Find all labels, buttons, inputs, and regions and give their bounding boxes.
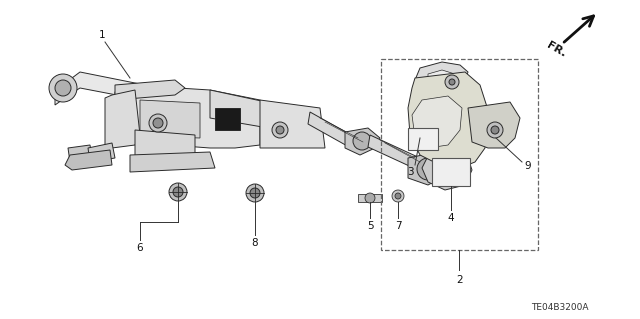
Circle shape [392, 190, 404, 202]
Circle shape [272, 122, 288, 138]
Text: 5: 5 [367, 221, 373, 231]
Polygon shape [130, 152, 215, 172]
Polygon shape [408, 153, 448, 185]
Text: TE04B3200A: TE04B3200A [531, 303, 589, 313]
Circle shape [153, 118, 163, 128]
Circle shape [55, 80, 71, 96]
Polygon shape [65, 150, 112, 170]
Polygon shape [140, 100, 200, 138]
Bar [358, 194, 382, 202]
Text: 6: 6 [137, 243, 143, 253]
Polygon shape [415, 62, 468, 95]
Polygon shape [115, 80, 185, 100]
Polygon shape [88, 143, 115, 162]
Circle shape [444, 162, 456, 174]
Polygon shape [68, 145, 92, 162]
Polygon shape [105, 90, 140, 148]
Polygon shape [210, 90, 310, 130]
Polygon shape [55, 72, 210, 112]
Circle shape [365, 193, 375, 203]
Text: 8: 8 [252, 238, 259, 248]
Circle shape [487, 122, 503, 138]
Bar [408, 128, 438, 150]
Circle shape [149, 114, 167, 132]
Polygon shape [428, 70, 458, 90]
Circle shape [173, 187, 183, 197]
Polygon shape [468, 102, 520, 148]
Text: FR.: FR. [545, 41, 568, 59]
Polygon shape [408, 72, 488, 168]
Circle shape [395, 193, 401, 199]
Polygon shape [412, 96, 462, 148]
Polygon shape [260, 100, 325, 148]
Polygon shape [422, 148, 472, 190]
Circle shape [491, 126, 499, 134]
Circle shape [246, 184, 264, 202]
Circle shape [169, 183, 187, 201]
Circle shape [250, 188, 260, 198]
Circle shape [449, 79, 455, 85]
Circle shape [49, 74, 77, 102]
Circle shape [436, 154, 464, 182]
Text: 1: 1 [99, 30, 106, 40]
Circle shape [276, 126, 284, 134]
Polygon shape [308, 112, 360, 152]
Polygon shape [135, 130, 195, 165]
Text: 7: 7 [395, 221, 401, 231]
Text: 4: 4 [448, 213, 454, 223]
Text: 2: 2 [456, 275, 463, 286]
Polygon shape [215, 108, 240, 130]
Polygon shape [368, 135, 420, 170]
Bar [432, 158, 470, 186]
Bar [381, 59, 538, 250]
Polygon shape [115, 85, 260, 148]
Polygon shape [345, 128, 380, 155]
Text: 3: 3 [406, 167, 413, 177]
Circle shape [417, 158, 439, 180]
Text: 9: 9 [525, 161, 531, 171]
Circle shape [353, 132, 371, 150]
Circle shape [445, 75, 459, 89]
